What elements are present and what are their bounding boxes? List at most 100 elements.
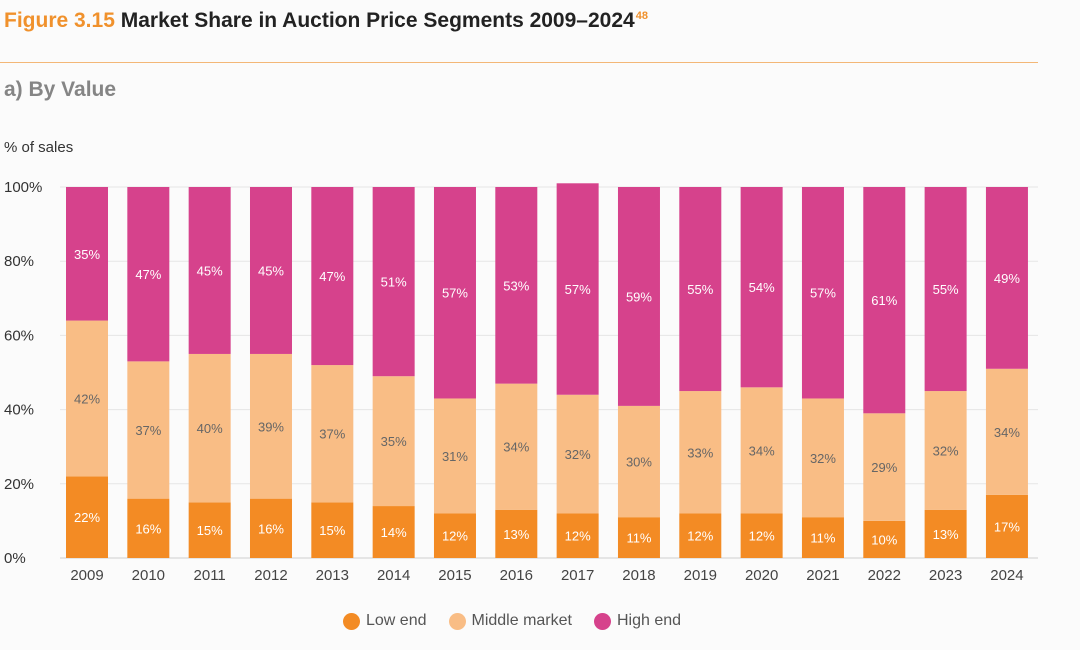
data-label-middle-market: 42% [74,391,100,406]
data-label-low-end: 14% [381,525,407,540]
chart-legend: Low end Middle market High end [343,612,703,630]
data-label-low-end: 11% [810,531,835,546]
bar-segment-low-end [924,509,967,558]
bar-segment-low-end [433,513,476,558]
data-label-middle-market: 32% [810,451,836,466]
data-label-high-end: 57% [565,282,591,297]
data-label-high-end: 55% [933,282,959,297]
data-label-low-end: 16% [135,521,161,536]
data-label-low-end: 15% [197,523,223,538]
bar-segment-low-end [66,476,108,558]
data-label-low-end: 12% [749,529,775,544]
bar-segment-low-end [188,502,231,558]
data-label-middle-market: 35% [381,434,407,449]
bar-segment-high-end [985,187,1028,369]
bar-segment-low-end [863,520,906,558]
data-label-high-end: 45% [258,263,284,278]
y-tick-label: 80% [4,253,34,270]
data-label-high-end: 45% [197,263,223,278]
y-tick-label: 100% [4,179,42,196]
bar-segment-high-end [863,187,906,414]
y-tick-label: 60% [4,327,34,344]
data-label-high-end: 61% [871,293,897,308]
bar-segment-middle-market [127,361,170,499]
x-tick-label: 2020 [745,567,778,584]
bar-segment-high-end [801,187,844,399]
bar-segment-high-end [617,187,660,406]
data-label-middle-market: 31% [442,449,468,464]
x-tick-label: 2012 [254,567,287,584]
figure-label: Figure 3.15 [4,9,115,32]
data-label-high-end: 55% [687,282,713,297]
data-label-middle-market: 37% [319,427,345,442]
data-label-middle-market: 39% [258,419,284,434]
x-tick-label: 2011 [194,567,226,584]
data-label-middle-market: 32% [933,443,959,458]
bar-segment-low-end [556,513,599,558]
bar-segment-high-end [311,187,354,366]
data-label-middle-market: 30% [626,455,652,470]
bar-segment-middle-market [188,353,231,503]
x-tick-label: 2023 [929,567,962,584]
x-tick-label: 2009 [70,567,103,584]
y-axis-label: % of sales [4,139,74,156]
data-label-low-end: 10% [871,532,897,547]
bar-segment-middle-market [495,383,538,510]
header-divider [0,62,1038,63]
x-tick-label: 2013 [316,567,349,584]
data-label-middle-market: 34% [749,443,775,458]
data-label-low-end: 11% [626,531,651,546]
legend-label-high-end: High end [616,612,682,629]
legend-item-middle-market: Middle market [448,612,572,630]
bar-segment-high-end [556,183,599,395]
bar-segment-middle-market [801,398,844,518]
data-label-high-end: 51% [381,275,407,290]
data-label-low-end: 22% [74,510,100,525]
y-tick-label: 0% [4,550,26,567]
data-label-low-end: 12% [565,529,591,544]
data-label-low-end: 13% [503,527,529,542]
data-label-high-end: 35% [74,247,100,262]
x-tick-label: 2015 [438,567,471,584]
data-label-middle-market: 33% [687,445,713,460]
bar-segment-low-end [740,513,783,558]
bar-segment-low-end [311,502,354,558]
bar-segment-middle-market [679,391,722,514]
bar-segment-low-end [801,517,844,558]
y-tick-label: 40% [4,402,34,419]
bar-segment-high-end [740,187,783,388]
data-label-low-end: 13% [933,527,959,542]
legend-item-high-end: High end [593,612,682,630]
x-tick-label: 2021 [806,567,839,584]
data-label-high-end: 59% [626,289,652,304]
data-label-low-end: 16% [258,521,284,536]
bar-segment-high-end [679,187,722,392]
data-label-middle-market: 34% [994,425,1020,440]
bar-segment-middle-market [617,405,660,518]
bar-segment-high-end [495,187,538,384]
chart-subtitle: a) By Value [4,78,117,101]
bar-segment-middle-market [311,365,354,503]
bar-segment-high-end [924,187,967,392]
bar-segment-middle-market [249,353,292,499]
data-label-middle-market: 40% [197,421,223,436]
legend-swatch-high-end [593,612,611,630]
bar-segment-low-end [985,494,1028,558]
data-label-middle-market: 32% [565,447,591,462]
bar-segment-high-end [433,187,476,399]
data-label-middle-market: 29% [871,460,897,475]
data-label-high-end: 47% [135,267,161,282]
legend-swatch-low-end [343,612,360,630]
legend-item-low-end: Low end [343,612,427,630]
x-tick-label: 2019 [684,567,717,584]
x-tick-label: 2017 [561,567,594,584]
y-tick-label: 20% [4,476,34,493]
bar-segment-high-end [249,187,292,354]
data-label-high-end: 54% [749,280,775,295]
figure-title-text: Market Share in Auction Price Segments 2… [120,9,635,32]
footnote-marker: 48 [635,10,648,22]
bar-segment-high-end [372,187,415,377]
data-label-high-end: 49% [994,271,1020,286]
legend-swatch-middle-market [448,612,466,630]
